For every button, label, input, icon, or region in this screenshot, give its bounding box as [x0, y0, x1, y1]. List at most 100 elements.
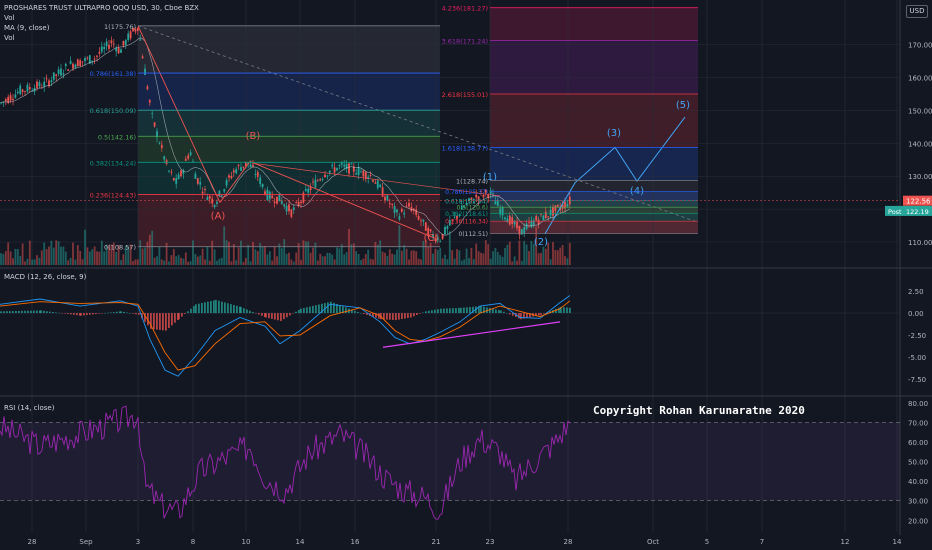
macd-hist-bar — [419, 313, 421, 314]
symbol-title[interactable]: PROSHARES TRUST ULTRAPRO QQQ USD, 30, Cb… — [4, 4, 199, 12]
candle-body — [196, 178, 199, 184]
macd-hist-bar — [210, 301, 212, 314]
fib-small-zone — [490, 191, 698, 201]
rsi-tick-label: 70.00 — [908, 419, 928, 427]
candle-body — [362, 170, 365, 177]
macd-hist-bar — [181, 313, 183, 317]
candle-body — [340, 162, 343, 165]
macd-hist-bar — [431, 310, 433, 314]
macd-hist-bar — [119, 311, 121, 314]
volume-bar — [120, 260, 122, 265]
macd-hist-bar — [300, 308, 302, 314]
volume-bar — [175, 256, 178, 265]
rsi-tick-label: 30.00 — [908, 498, 928, 506]
macd-hist-bar — [218, 300, 220, 314]
macd-indicator-label[interactable]: MACD (12, 26, close, 9) — [4, 273, 87, 281]
volume-bar — [465, 248, 468, 265]
currency-badge[interactable]: USD — [906, 5, 928, 18]
candle-body — [139, 39, 142, 41]
candle-body — [16, 91, 19, 94]
volume-bar — [170, 255, 173, 265]
macd-hist-bar — [422, 312, 424, 314]
candle-body — [446, 226, 449, 229]
fib-ext-label: 2.618(155.01) — [442, 91, 488, 99]
macd-hist-bar — [230, 304, 232, 314]
volume-bar — [172, 248, 175, 265]
macd-hist-bar — [171, 313, 173, 326]
candle-body — [376, 180, 379, 188]
volume-bar — [242, 261, 245, 265]
candle-body — [429, 229, 432, 232]
volume-bar — [492, 251, 494, 265]
macd-hist-bar — [9, 311, 11, 314]
candle-body — [124, 40, 127, 46]
macd-hist-bar — [89, 313, 91, 315]
candle-body — [288, 204, 290, 212]
candle-body — [324, 174, 326, 178]
volume-bar — [31, 259, 34, 265]
candle-body — [225, 180, 228, 186]
macd-hist-bar — [49, 311, 51, 314]
macd-hist-bar — [407, 313, 409, 318]
candle-body — [170, 171, 173, 173]
macd-hist-bar — [221, 301, 223, 314]
candle-body — [120, 49, 122, 53]
candle-body — [391, 203, 394, 205]
trend-dashed — [137, 25, 699, 223]
volume-bar — [501, 256, 504, 265]
volume-bar — [525, 244, 528, 265]
candle-body — [372, 179, 374, 182]
volume-bar — [552, 241, 554, 265]
volume-bar — [544, 248, 547, 265]
ma-indicator-label[interactable]: MA (9, close) — [4, 24, 50, 32]
volume-bar — [216, 260, 218, 265]
volume-bar — [396, 249, 398, 265]
macd-hist-bar — [95, 313, 97, 315]
macd-hist-bar — [549, 311, 551, 314]
macd-hist-bar — [357, 311, 359, 314]
volume-bar — [304, 241, 307, 265]
rsi-indicator-label[interactable]: RSI (14, close) — [4, 404, 55, 412]
volume-bar — [480, 252, 482, 265]
candle-body — [249, 164, 252, 168]
candle-body — [432, 233, 434, 238]
volume-bar — [225, 240, 228, 265]
macd-hist-bar — [43, 310, 45, 314]
candle-body — [537, 219, 540, 225]
vol2-indicator-label[interactable]: Vol — [4, 34, 15, 42]
candle-body — [307, 188, 310, 193]
candle-body — [24, 91, 26, 92]
x-tick-label: 28 — [28, 538, 37, 546]
macd-hist-bar — [280, 313, 282, 321]
fib-small-label: 0.618(122.54) — [445, 198, 488, 205]
macd-hist-bar — [392, 313, 394, 320]
volume-bar — [55, 240, 58, 265]
macd-hist-bar — [107, 312, 109, 314]
volume-bar — [513, 256, 516, 265]
volume-bar — [309, 252, 312, 265]
volume-bar — [199, 255, 202, 265]
macd-hist-bar — [92, 313, 94, 315]
macd-hist-bar — [440, 308, 442, 314]
macd-hist-bar — [398, 313, 400, 320]
vol-indicator-label[interactable]: Vol — [4, 14, 15, 22]
macd-hist-bar — [156, 313, 158, 330]
volume-bar — [180, 257, 182, 265]
macd-hist-bar — [27, 310, 29, 314]
macd-hist-bar — [83, 313, 85, 316]
volume-bar — [542, 246, 545, 265]
macd-hist-bar — [333, 302, 335, 314]
macd-hist-bar — [135, 313, 137, 315]
macd-hist-bar — [366, 313, 368, 315]
fib-ext-label: 3.618(171.24) — [442, 38, 488, 46]
x-tick-label: 3 — [136, 538, 140, 546]
volume-bar — [249, 261, 252, 265]
candle-body — [110, 40, 113, 44]
candle-body — [254, 174, 257, 175]
macd-hist-bar — [129, 313, 131, 314]
volume-bar — [26, 258, 29, 265]
volume-bar — [518, 240, 521, 265]
volume-bar — [393, 254, 396, 265]
candle-body — [326, 175, 329, 177]
